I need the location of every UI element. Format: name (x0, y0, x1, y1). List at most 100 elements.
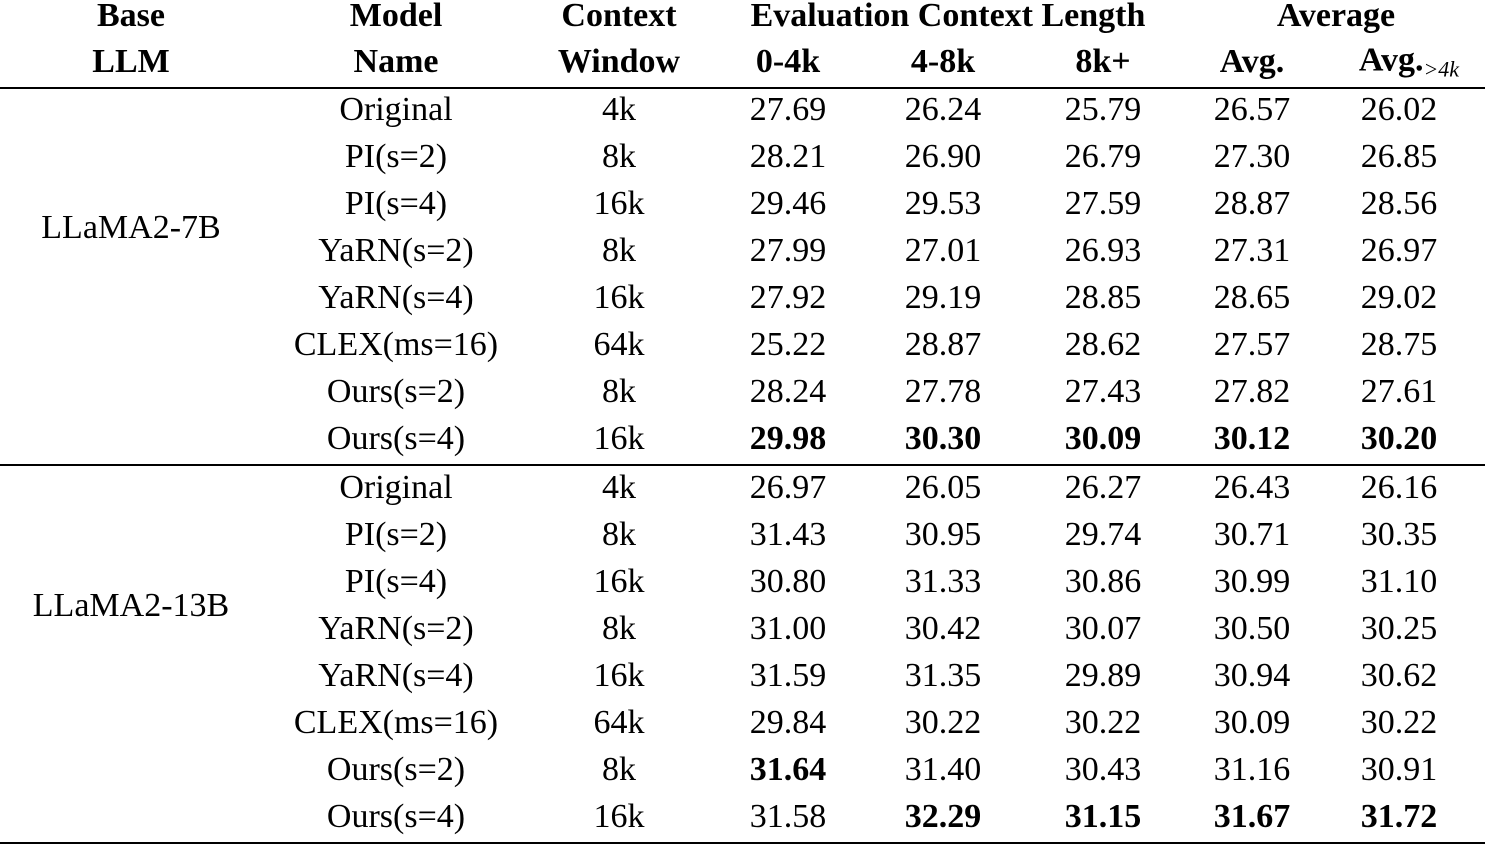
value-cell: 27.69 (749, 91, 827, 128)
value-cell: 29.02 (1360, 279, 1438, 316)
model-name: Original (339, 469, 453, 506)
value-cell: 29.89 (1064, 657, 1142, 694)
value-cell: 29.53 (904, 185, 982, 222)
context-window: 16k (593, 185, 645, 222)
value-cell: 32.29 (904, 798, 982, 835)
header-cell: LLM (92, 43, 170, 80)
model-name: Ours(s=4) (326, 798, 466, 835)
value-cell: 29.19 (904, 279, 982, 316)
context-window: 8k (602, 516, 636, 553)
value-cell: 27.43 (1064, 373, 1142, 410)
value-cell: 31.00 (749, 610, 827, 647)
value-cell: 31.43 (749, 516, 827, 553)
context-window: 8k (602, 751, 636, 788)
context-window: 4k (602, 469, 636, 506)
value-cell: 31.35 (904, 657, 982, 694)
model-name: Original (339, 91, 453, 128)
model-name: Ours(s=4) (326, 420, 466, 457)
model-name: CLEX(ms=16) (293, 326, 499, 363)
header-cell: Avg. (1219, 43, 1285, 80)
value-cell: 30.95 (904, 516, 982, 553)
value-cell: 28.62 (1064, 326, 1142, 363)
model-name: PI(s=4) (344, 563, 448, 600)
value-cell: 26.93 (1064, 232, 1142, 269)
value-cell: 30.22 (1360, 704, 1438, 741)
value-cell: 27.78 (904, 373, 982, 410)
model-name: Ours(s=2) (326, 751, 466, 788)
value-cell: 30.94 (1213, 657, 1291, 694)
value-cell: 30.91 (1360, 751, 1438, 788)
context-window: 16k (593, 798, 645, 835)
header-text: Avg. (1358, 41, 1424, 79)
value-cell: 30.86 (1064, 563, 1142, 600)
value-cell: 26.43 (1213, 469, 1291, 506)
model-name: YaRN(s=2) (318, 232, 474, 269)
value-cell: 30.80 (749, 563, 827, 600)
value-cell: 30.22 (1064, 704, 1142, 741)
value-cell: 30.50 (1213, 610, 1291, 647)
value-cell: 27.57 (1213, 326, 1291, 363)
value-cell: 29.98 (749, 420, 827, 457)
value-cell: 31.59 (749, 657, 827, 694)
value-cell: 26.79 (1064, 138, 1142, 175)
value-cell: 29.46 (749, 185, 827, 222)
value-cell: 27.30 (1213, 138, 1291, 175)
value-cell: 31.64 (749, 751, 827, 788)
mid-rule (0, 464, 1485, 466)
value-cell: 28.65 (1213, 279, 1291, 316)
value-cell: 27.61 (1360, 373, 1438, 410)
context-window: 8k (602, 138, 636, 175)
value-cell: 30.12 (1213, 420, 1291, 457)
value-cell: 26.16 (1360, 469, 1438, 506)
context-window: 64k (593, 326, 645, 363)
value-cell: 30.30 (904, 420, 982, 457)
header-cell: Model (349, 0, 443, 34)
context-window: 8k (602, 373, 636, 410)
context-window: 16k (593, 279, 645, 316)
context-window: 16k (593, 563, 645, 600)
base-llm: LLaMA2-13B (32, 586, 230, 624)
bottom-rule (0, 842, 1485, 844)
value-cell: 31.67 (1213, 798, 1291, 835)
context-window: 64k (593, 704, 645, 741)
value-cell: 28.56 (1360, 185, 1438, 222)
value-cell: 28.87 (1213, 185, 1291, 222)
value-cell: 26.02 (1360, 91, 1438, 128)
value-cell: 31.16 (1213, 751, 1291, 788)
base-llm: LLaMA2-7B (41, 208, 221, 246)
value-cell: 31.15 (1064, 798, 1142, 835)
value-cell: 26.24 (904, 91, 982, 128)
value-cell: 25.22 (749, 326, 827, 363)
model-name: YaRN(s=2) (318, 610, 474, 647)
value-cell: 27.99 (749, 232, 827, 269)
value-cell: 30.99 (1213, 563, 1291, 600)
value-cell: 30.43 (1064, 751, 1142, 788)
value-cell: 30.22 (904, 704, 982, 741)
value-cell: 30.25 (1360, 610, 1438, 647)
header-cell: 4-8k (910, 43, 976, 80)
model-name: YaRN(s=4) (318, 657, 474, 694)
value-cell: 26.97 (1360, 232, 1438, 269)
value-cell: 27.59 (1064, 185, 1142, 222)
context-window: 16k (593, 657, 645, 694)
value-cell: 29.74 (1064, 516, 1142, 553)
model-name: CLEX(ms=16) (293, 704, 499, 741)
header-cell: 0-4k (755, 43, 821, 80)
header-cell: Avg.>4k (1358, 41, 1459, 81)
header-cell: Name (353, 43, 439, 80)
value-cell: 28.85 (1064, 279, 1142, 316)
value-cell: 29.84 (749, 704, 827, 741)
value-cell: 26.97 (749, 469, 827, 506)
value-cell: 31.33 (904, 563, 982, 600)
value-cell: 27.82 (1213, 373, 1291, 410)
model-name: PI(s=2) (344, 516, 448, 553)
top-rule (0, 87, 1485, 89)
value-cell: 31.72 (1360, 798, 1438, 835)
value-cell: 27.01 (904, 232, 982, 269)
header-cell: Average (1276, 0, 1396, 34)
header-cell: Context (561, 0, 677, 34)
value-cell: 30.42 (904, 610, 982, 647)
header-cell: Base (97, 0, 165, 34)
value-cell: 27.31 (1213, 232, 1291, 269)
value-cell: 31.10 (1360, 563, 1438, 600)
